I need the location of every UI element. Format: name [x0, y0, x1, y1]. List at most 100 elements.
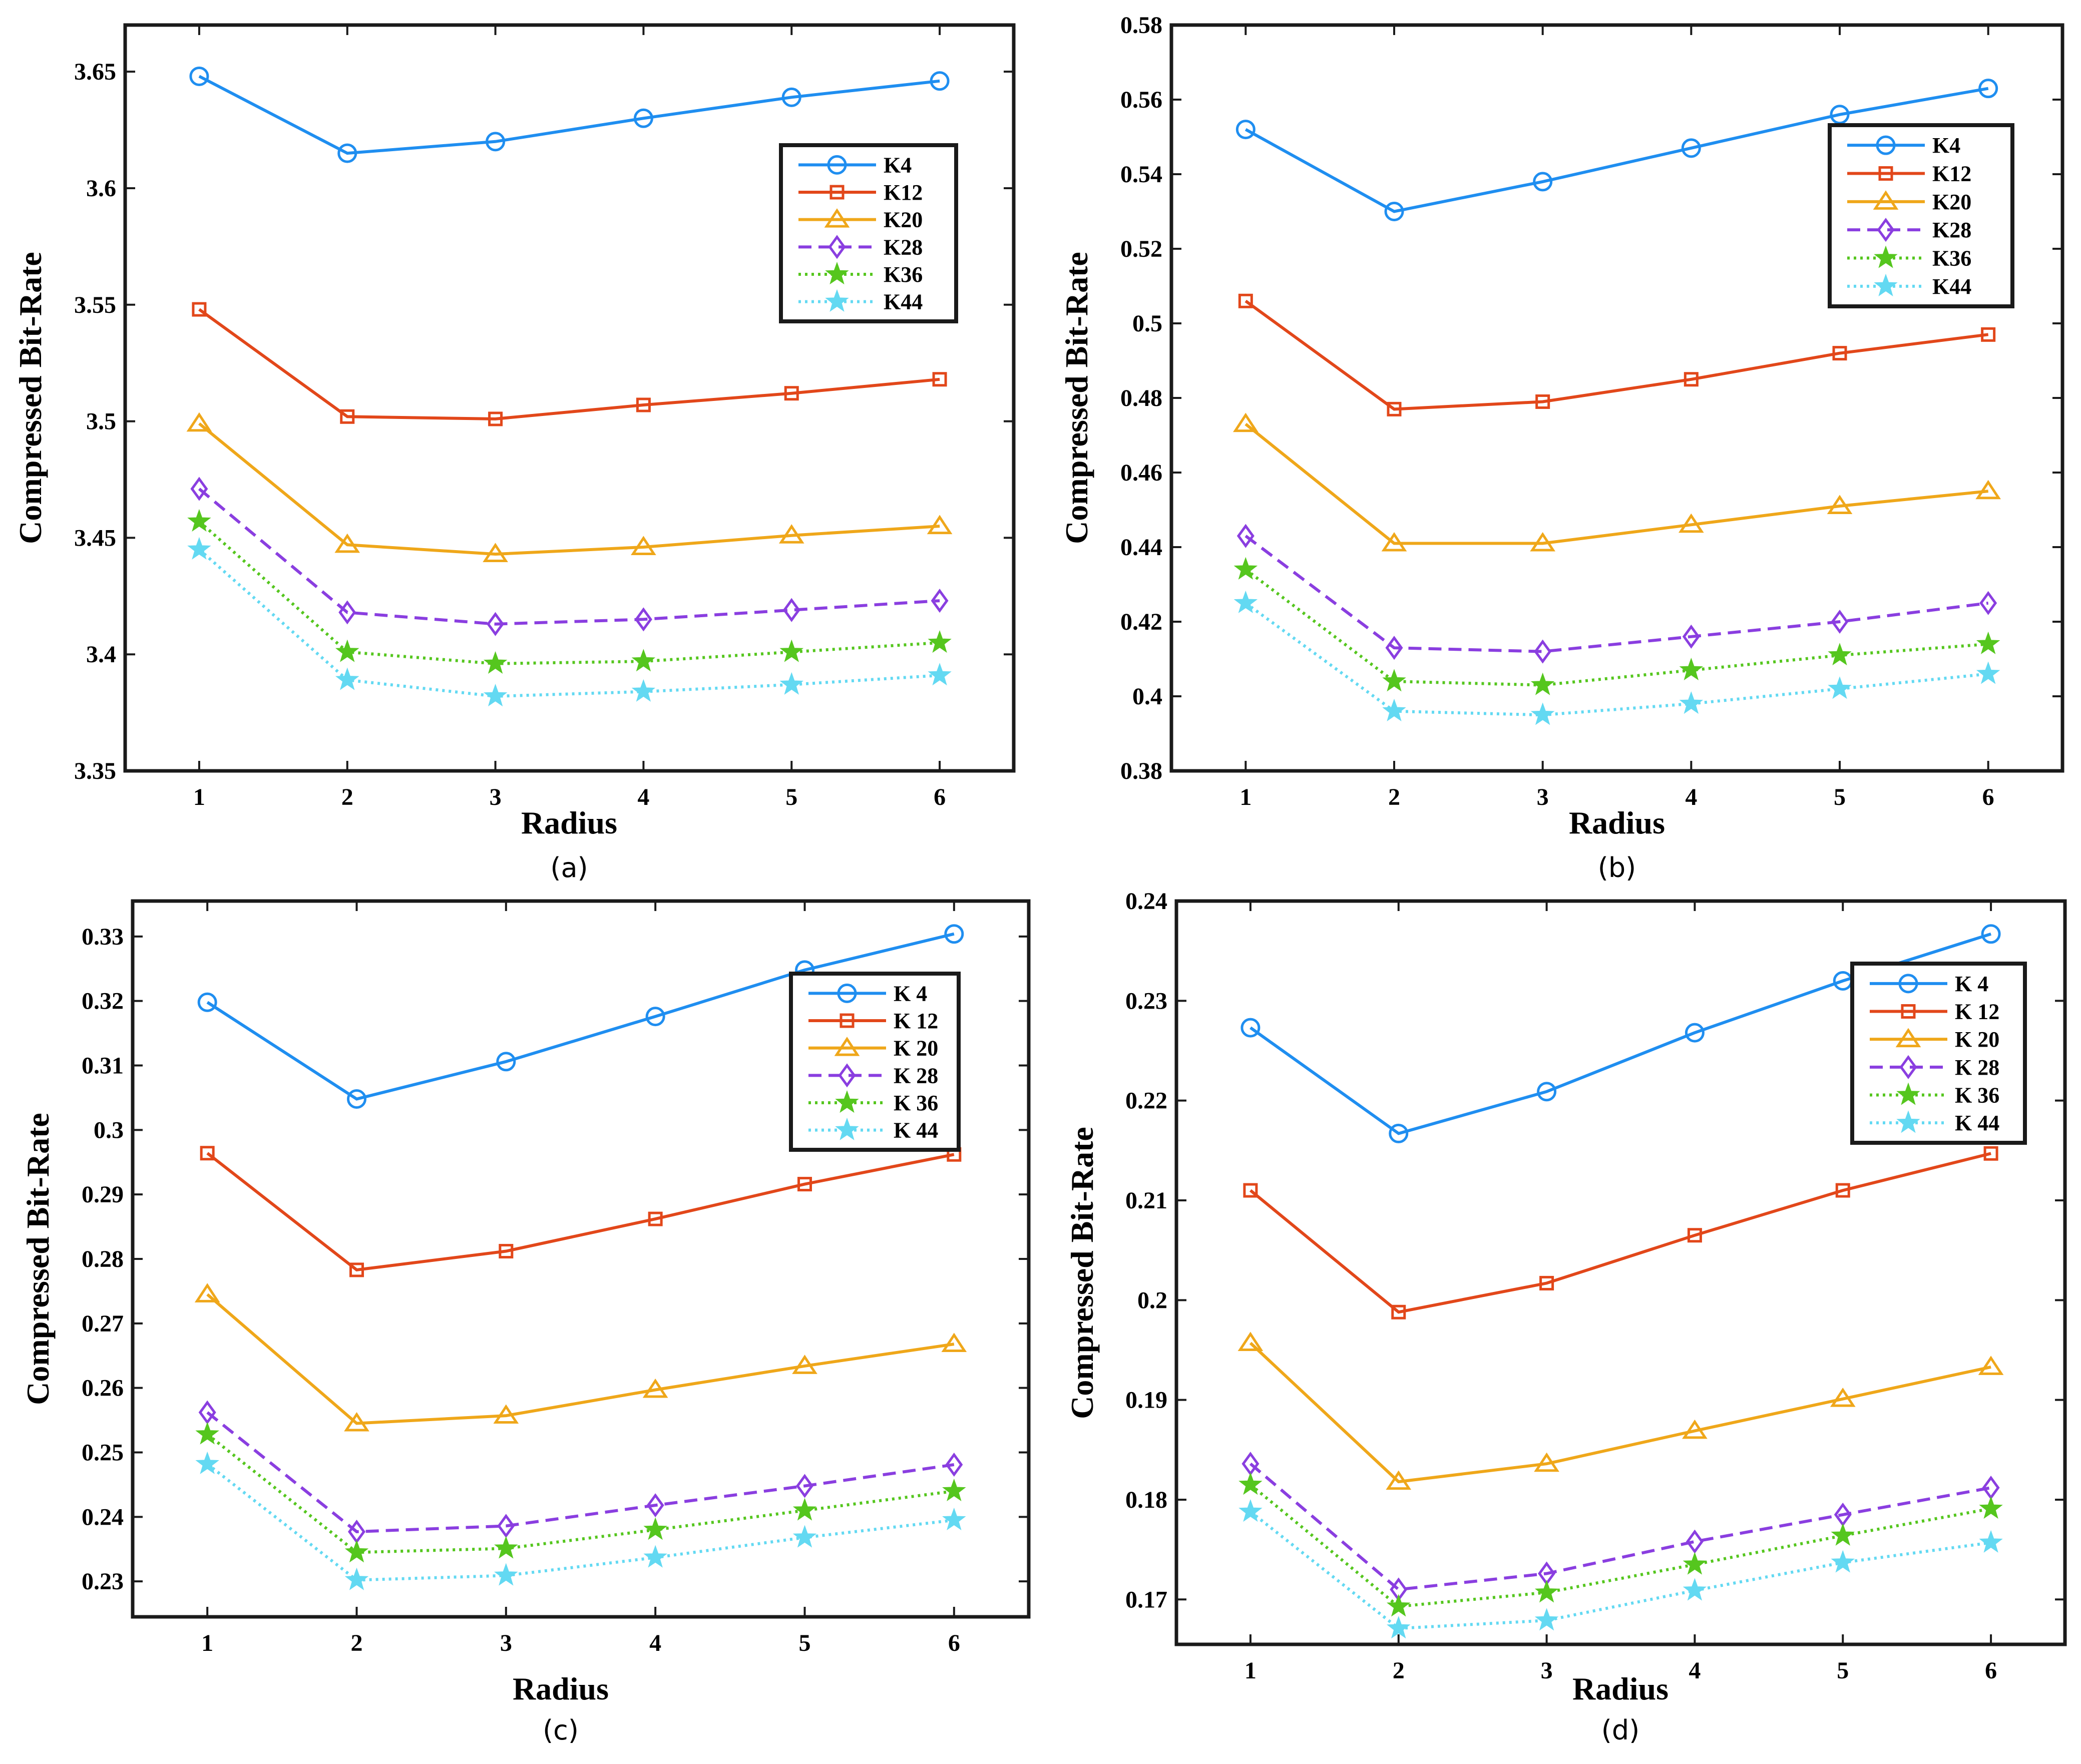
- x-tick-label: 4: [649, 1630, 661, 1656]
- data-point: [494, 1563, 518, 1586]
- series-line: [1249, 1462, 1991, 1591]
- y-tick-label: 0.24: [82, 1504, 124, 1530]
- x-tick-label: 2: [1388, 784, 1400, 810]
- data-point: [1686, 1529, 1704, 1554]
- y-tick-label: 3.35: [74, 758, 116, 784]
- legend-label: K 44: [894, 1118, 938, 1143]
- data-point: [1830, 1388, 1856, 1407]
- data-point: [195, 1422, 219, 1445]
- data-point: [1979, 1530, 2003, 1553]
- legend-label: K 20: [894, 1036, 938, 1061]
- series-line: [1249, 1342, 1991, 1484]
- series-k12: [1243, 1146, 1998, 1319]
- y-tick-label: 0.46: [1120, 460, 1162, 486]
- legend-label: K36: [884, 262, 923, 287]
- series-line: [198, 308, 940, 420]
- legend-marker: [1901, 1004, 1916, 1019]
- legend-marker: [825, 289, 849, 312]
- y-tick-label: 0.25: [82, 1439, 124, 1466]
- y-tick-label: 0.42: [1120, 609, 1162, 635]
- data-point: [1976, 631, 2000, 654]
- legend-marker: [1876, 135, 1896, 155]
- legend: K 4 K 12 K 20 K 28 K 36 K 44: [1850, 962, 2027, 1145]
- y-tick-label: 0.48: [1120, 385, 1162, 411]
- series-k4: [189, 66, 950, 163]
- series-k20: [1232, 412, 2001, 552]
- panel-label: (a): [550, 852, 588, 884]
- x-tick-label: 1: [1239, 784, 1252, 810]
- data-point: [1382, 669, 1406, 692]
- data-point: [631, 679, 656, 702]
- series-line: [1249, 1152, 1991, 1314]
- legend: K4 K12 K20 K28 K36 K44: [779, 143, 958, 323]
- y-tick-label: 0.2: [1137, 1287, 1167, 1313]
- legend-marker: [1874, 245, 1898, 268]
- x-axis-title: Radius: [1572, 1671, 1669, 1706]
- x-tick-label: 2: [341, 784, 353, 810]
- series-line: [1244, 422, 1988, 545]
- data-point: [1387, 401, 1402, 416]
- data-point: [1983, 1146, 1998, 1161]
- series-line: [198, 75, 940, 155]
- data-point: [1381, 532, 1407, 552]
- data-point: [1683, 1578, 1707, 1601]
- y-tick-label: 0.23: [1125, 988, 1167, 1014]
- legend-marker: [835, 1117, 859, 1140]
- x-tick-label: 2: [1393, 1657, 1405, 1684]
- series-k36: [187, 509, 952, 674]
- data-point: [499, 1244, 514, 1259]
- x-tick-label: 5: [1837, 1657, 1849, 1684]
- data-point: [1530, 672, 1555, 695]
- x-axis-title: Radius: [1569, 805, 1665, 840]
- data-point: [349, 1262, 364, 1277]
- data-point: [778, 524, 804, 544]
- y-tick-label: 0.54: [1120, 161, 1162, 188]
- series-line: [1250, 1510, 1991, 1630]
- data-point: [797, 1177, 812, 1192]
- data-point: [187, 537, 211, 560]
- legend-label: K 28: [1955, 1055, 1999, 1080]
- legend-entry: K 36: [808, 1090, 938, 1115]
- data-point: [1679, 657, 1704, 680]
- y-tick-label: 0.31: [82, 1053, 124, 1079]
- data-point: [1238, 293, 1253, 308]
- x-tick-label: 3: [1537, 784, 1549, 810]
- legend-entry: K28: [798, 235, 923, 259]
- series-k20: [1237, 1332, 2004, 1490]
- legend-box: [1828, 123, 2014, 308]
- y-tick-label: 0.32: [82, 988, 124, 1015]
- y-tick-label: 0.3: [94, 1117, 124, 1143]
- data-point: [1831, 1550, 1855, 1573]
- legend-entry: K 20: [1870, 1027, 1999, 1052]
- data-point: [1385, 636, 1403, 660]
- data-point: [1831, 609, 1849, 634]
- series-line: [206, 1463, 955, 1582]
- data-point: [1243, 1183, 1258, 1198]
- y-axis-title: Compressed Bit-Rate: [1064, 1127, 1100, 1419]
- data-point: [1238, 1472, 1263, 1495]
- data-point: [646, 1493, 664, 1518]
- series-k36: [195, 1422, 966, 1563]
- x-tick-label: 2: [351, 1630, 363, 1656]
- series-k36: [1238, 1472, 2003, 1617]
- data-point: [1240, 1018, 1261, 1038]
- data-point: [784, 386, 799, 401]
- data-point: [927, 515, 953, 535]
- data-point: [1976, 661, 2000, 684]
- data-point: [643, 1517, 667, 1540]
- legend-label: K 36: [894, 1091, 938, 1115]
- data-point: [942, 1478, 966, 1502]
- legend-entry: K 4: [1870, 972, 1988, 996]
- data-point: [1981, 327, 1996, 342]
- panel-label: (d): [1601, 1714, 1639, 1746]
- legend-entry: K 28: [1870, 1055, 1999, 1080]
- data-point: [200, 1146, 215, 1161]
- y-tick-label: 0.29: [82, 1181, 124, 1208]
- x-tick-label: 5: [1834, 784, 1846, 810]
- y-tick-label: 0.27: [82, 1310, 124, 1337]
- data-point: [1827, 495, 1853, 515]
- series-k12: [1238, 293, 1996, 416]
- data-point: [197, 992, 217, 1012]
- x-tick-label: 1: [1244, 1657, 1257, 1684]
